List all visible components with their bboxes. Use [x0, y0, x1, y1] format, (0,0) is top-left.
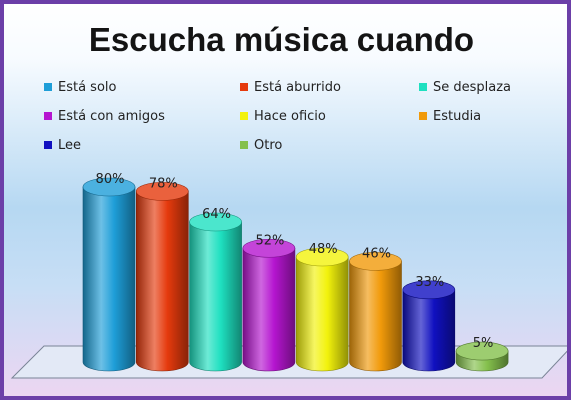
legend-swatch — [44, 140, 52, 149]
bar-body — [295, 256, 349, 372]
data-label: 46% — [362, 246, 391, 261]
bar-6 — [402, 280, 456, 372]
legend-label: Está con amigos — [58, 109, 165, 124]
bar-top — [136, 182, 189, 201]
bar-0 — [82, 177, 136, 372]
bar-body — [402, 289, 456, 372]
bar-5 — [349, 252, 402, 372]
legend-item-esta-aburrido: Está aburrido — [240, 79, 341, 97]
legend-label: Estudia — [433, 109, 482, 124]
bar-2 — [189, 212, 242, 372]
bar-body — [242, 247, 296, 372]
bar-3 — [242, 238, 296, 372]
bar-top — [295, 247, 349, 267]
legend-swatch — [240, 111, 248, 120]
bars-group — [82, 177, 509, 372]
bar-body — [349, 261, 402, 372]
bar-top — [242, 238, 296, 258]
legend-label: Lee — [58, 138, 82, 153]
legend-item-otro: Otro — [240, 137, 282, 155]
legend-label: Está solo — [58, 80, 117, 95]
legend-label: Otro — [254, 138, 283, 153]
legend-swatch — [44, 82, 52, 91]
legend-item-se-desplaza: Se desplaza — [419, 79, 511, 97]
legend-item-hace-oficio: Hace oficio — [240, 108, 326, 126]
data-label: 5% — [473, 336, 494, 351]
data-label: 78% — [149, 176, 178, 191]
cylinder-chart: 80% 78% 64% 52% 48% 46% 33% 5% — [10, 172, 567, 379]
legend-swatch — [419, 82, 427, 91]
bar-1 — [136, 182, 189, 372]
legend-swatch — [240, 140, 248, 149]
bar-top — [349, 252, 402, 271]
bar-4 — [295, 247, 349, 372]
legend-swatch — [419, 111, 427, 120]
legend-item-lee: Lee — [44, 137, 81, 155]
chart-title: Escucha música cuando — [88, 21, 475, 58]
bar-top — [402, 280, 456, 300]
legend-swatch — [240, 82, 248, 91]
bar-top — [189, 212, 242, 232]
data-label: 80% — [96, 172, 125, 187]
legend-label: Está aburrido — [254, 80, 341, 95]
data-label: 33% — [415, 275, 444, 290]
legend-item-esta-solo: Está solo — [44, 79, 116, 97]
legend-swatch — [44, 111, 52, 120]
bar-top — [455, 341, 509, 361]
legend-label: Se desplaza — [433, 80, 512, 95]
legend-item-estudia: Estudia — [419, 108, 481, 126]
bar-7 — [455, 341, 509, 372]
legend-label: Hace oficio — [254, 109, 326, 124]
data-label: 52% — [255, 233, 284, 248]
data-label: 64% — [202, 207, 231, 222]
data-label: 48% — [309, 242, 338, 257]
data-labels-group: 80% 78% 64% 52% 48% 46% 33% 5% — [96, 172, 494, 351]
legend-item-esta-con-amigos: Está con amigos — [44, 108, 165, 126]
bar-body — [82, 186, 136, 372]
bar-body — [189, 221, 242, 372]
bar-body — [136, 191, 189, 372]
bar-top — [82, 177, 136, 197]
